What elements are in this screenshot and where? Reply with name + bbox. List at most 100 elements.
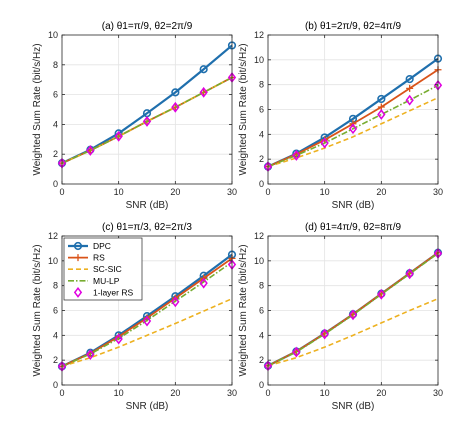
series-sc-sic [61, 297, 233, 368]
data-point [377, 109, 386, 120]
series-line [61, 297, 233, 368]
series-line [267, 297, 439, 367]
data-point [86, 145, 95, 156]
x-axis-label: SNR (dB) [332, 401, 375, 412]
series-mu-lp [267, 84, 439, 168]
series-line [267, 96, 439, 168]
data-point [292, 346, 301, 358]
y-tick-label: 10 [254, 256, 264, 266]
x-tick-label: 10 [320, 187, 330, 197]
x-axis-label: SNR (dB) [126, 200, 169, 211]
y-tick-label: 8 [259, 80, 264, 90]
x-tick-label: 10 [114, 187, 124, 197]
subplot-title: (b) θ1=2π/9, θ2=4π/9 [305, 21, 402, 32]
y-tick-label: 0 [259, 179, 264, 189]
data-point [171, 296, 180, 308]
y-tick-label: 12 [254, 231, 264, 241]
y-tick-label: 6 [53, 306, 58, 316]
y-tick-label: 2 [259, 355, 264, 365]
y-axis-label: Weighted Sum Rate (bit/s/Hz) [32, 43, 43, 175]
data-point [171, 88, 180, 97]
y-tick-label: 0 [53, 179, 58, 189]
data-point [199, 65, 208, 74]
x-tick-label: 30 [433, 388, 443, 398]
y-axis-label: Weighted Sum Rate (bit/s/Hz) [32, 244, 43, 376]
x-tick-label: 0 [265, 388, 270, 398]
x-tick-label: 20 [170, 388, 180, 398]
data-point [405, 74, 414, 84]
x-tick-label: 30 [227, 388, 237, 398]
data-point [142, 115, 152, 127]
legend-label: SC-SIC [93, 264, 122, 274]
x-tick-label: 0 [59, 388, 64, 398]
series-mu-lp [267, 252, 439, 367]
y-tick-label: 10 [48, 30, 58, 40]
y-tick-label: 6 [259, 105, 264, 115]
y-tick-label: 10 [254, 55, 264, 65]
legend-label: DPC [93, 241, 111, 251]
x-tick-label: 20 [376, 388, 386, 398]
legend-marker [74, 254, 82, 262]
legend-label: 1-layer RS [93, 287, 133, 297]
series-sc-sic [267, 297, 439, 367]
data-point [348, 123, 358, 135]
x-axis-label: SNR (dB) [126, 401, 169, 412]
x-tick-label: 30 [227, 187, 237, 197]
legend-marker [73, 286, 83, 298]
subplot-title: (a) θ1=π/9, θ2=2π/9 [102, 21, 193, 32]
data-point [405, 94, 414, 106]
y-axis-label: Weighted Sum Rate (bit/s/Hz) [238, 244, 249, 376]
series-line [61, 76, 233, 164]
series-line [61, 261, 233, 368]
legend-entry: DPC [68, 241, 111, 251]
x-tick-label: 20 [376, 187, 386, 197]
y-tick-label: 8 [259, 281, 264, 291]
axes-box [61, 34, 233, 185]
y-tick-label: 2 [53, 149, 58, 159]
series-line [267, 252, 439, 367]
y-tick-label: 4 [53, 330, 58, 340]
subplot-a: 0 10 20 30 0 2 4 6 8 10 (a) θ1=π/9, θ2=2π/9 SNR (dB… [32, 21, 237, 211]
data-point [114, 333, 123, 345]
y-axis-label: Weighted Sum Rate (bit/s/Hz) [238, 43, 249, 175]
series-1-layer-rs [263, 247, 443, 372]
data-point [320, 137, 329, 149]
data-point [86, 349, 95, 361]
data-point [377, 288, 386, 300]
series-line [267, 84, 439, 168]
x-tick-label: 10 [114, 388, 124, 398]
x-tick-label: 20 [170, 187, 180, 197]
data-point [199, 86, 208, 98]
y-tick-label: 8 [53, 60, 58, 70]
y-tick-label: 4 [53, 119, 58, 129]
subplot-d: 0 10 20 30 0 2 4 6 8 10 12 (d) θ1=4π/9, θ2=8π/9 SNR … [238, 222, 443, 412]
y-tick-label: 0 [53, 380, 58, 390]
data-point [142, 315, 152, 327]
legend-label: MU-LP [93, 276, 120, 286]
legend-label: RS [93, 253, 105, 263]
legend-marker [73, 241, 83, 251]
series-mu-lp [61, 76, 233, 164]
data-point [320, 328, 329, 340]
y-tick-label: 4 [259, 330, 264, 340]
y-tick-label: 10 [48, 256, 58, 266]
data-point [114, 130, 123, 142]
data-point [199, 277, 208, 289]
x-tick-label: 10 [320, 388, 330, 398]
subplot-c: 0 10 20 30 0 2 4 6 8 10 12 (c) θ1=π/3, θ2=2π/3 SNR (… [32, 222, 237, 412]
series-mu-lp [61, 261, 233, 368]
data-point [377, 94, 386, 104]
data-point [292, 150, 301, 161]
y-tick-label: 8 [53, 281, 58, 291]
y-tick-label: 6 [259, 306, 264, 316]
legend-entry: SC-SIC [68, 264, 122, 274]
y-tick-label: 2 [53, 355, 58, 365]
data-point [171, 101, 180, 113]
y-tick-label: 12 [48, 231, 58, 241]
y-tick-label: 6 [53, 90, 58, 100]
x-axis-label: SNR (dB) [332, 200, 375, 211]
y-tick-label: 12 [254, 30, 264, 40]
subplot-b: 0 10 20 30 0 2 4 6 8 10 12 (b) θ1=2π/9, θ2=4π/9 SNR … [238, 21, 443, 211]
